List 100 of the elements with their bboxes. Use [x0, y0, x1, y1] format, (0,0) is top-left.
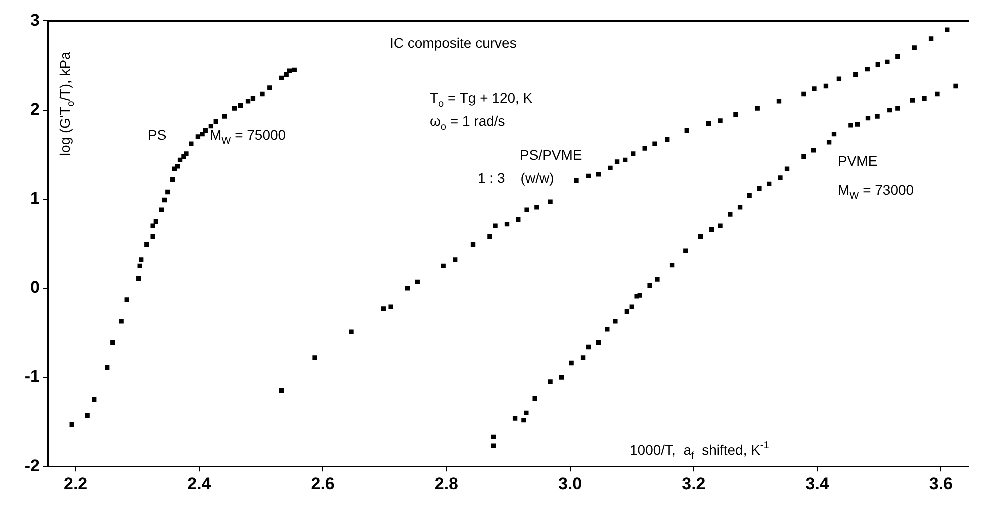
y-tick-label: -2	[24, 456, 40, 476]
point	[214, 120, 218, 124]
point	[162, 198, 168, 203]
point	[548, 380, 553, 384]
point	[608, 166, 613, 171]
point	[580, 356, 586, 360]
point	[710, 227, 714, 232]
point	[832, 132, 837, 137]
point	[150, 224, 156, 228]
point	[441, 264, 446, 269]
point	[885, 60, 890, 65]
point	[388, 304, 394, 310]
point	[292, 68, 297, 73]
point	[684, 248, 688, 254]
point	[728, 212, 733, 217]
point	[512, 416, 518, 421]
point	[624, 309, 630, 314]
point	[574, 178, 579, 183]
point	[110, 340, 116, 346]
x-tick-label: 3.0	[558, 474, 582, 494]
point	[491, 444, 496, 448]
point	[622, 158, 628, 163]
point	[638, 293, 642, 298]
point	[855, 122, 860, 127]
point	[631, 152, 636, 156]
x-tick-label: 2.6	[311, 474, 335, 494]
point	[738, 205, 743, 210]
point	[613, 319, 618, 324]
x-tick-label: 2.4	[188, 474, 212, 494]
point	[734, 112, 738, 118]
point	[945, 28, 950, 32]
point	[910, 98, 916, 103]
point	[166, 190, 170, 195]
point	[470, 242, 476, 248]
point	[124, 298, 130, 302]
point	[453, 258, 458, 262]
x-tick-label: 3.2	[682, 474, 706, 494]
point	[524, 410, 529, 416]
point	[159, 208, 164, 212]
point	[189, 142, 194, 146]
point	[232, 106, 238, 111]
series-label: PVME	[838, 153, 878, 169]
point	[279, 388, 284, 394]
point	[196, 134, 201, 140]
point	[279, 76, 284, 81]
point	[876, 62, 880, 68]
point	[596, 172, 602, 177]
point	[154, 219, 159, 224]
point	[119, 319, 124, 324]
point	[260, 92, 265, 97]
y-tick-label: 3	[30, 10, 40, 30]
point	[268, 86, 272, 90]
point	[284, 72, 289, 77]
point	[172, 166, 178, 172]
point	[415, 280, 420, 285]
point	[875, 114, 880, 119]
point	[150, 234, 156, 240]
point	[755, 106, 760, 111]
point	[912, 46, 917, 50]
point	[144, 242, 150, 248]
point	[866, 116, 871, 121]
series-label: PS	[148, 127, 167, 143]
point	[488, 234, 492, 240]
point	[928, 36, 934, 42]
point	[532, 396, 538, 402]
point	[698, 234, 704, 240]
point	[139, 258, 144, 262]
point	[935, 92, 940, 97]
point	[596, 340, 602, 346]
series-label: PS/PVME	[520, 147, 582, 163]
point	[767, 182, 772, 187]
point	[954, 84, 958, 89]
point	[776, 99, 782, 104]
point	[634, 294, 640, 299]
point	[586, 174, 592, 179]
point	[548, 200, 553, 204]
point	[670, 262, 675, 268]
point	[888, 108, 892, 113]
point	[605, 327, 610, 332]
point	[70, 422, 74, 428]
point	[648, 283, 652, 288]
point	[92, 397, 97, 402]
y-axis-title: log (G'To/T), kPa	[57, 52, 78, 156]
y-tick-label: 2	[30, 100, 40, 119]
point	[747, 193, 752, 198]
point	[614, 160, 620, 164]
point	[757, 186, 762, 192]
point	[246, 99, 251, 104]
point	[516, 218, 521, 222]
point	[824, 84, 829, 89]
point	[504, 222, 510, 227]
point	[491, 434, 496, 440]
point	[630, 304, 634, 310]
x-tick-label: 3.4	[806, 474, 830, 494]
point	[896, 54, 900, 60]
point	[812, 148, 816, 153]
point	[208, 124, 214, 129]
point	[136, 276, 142, 281]
point	[381, 306, 386, 312]
point	[524, 208, 530, 212]
